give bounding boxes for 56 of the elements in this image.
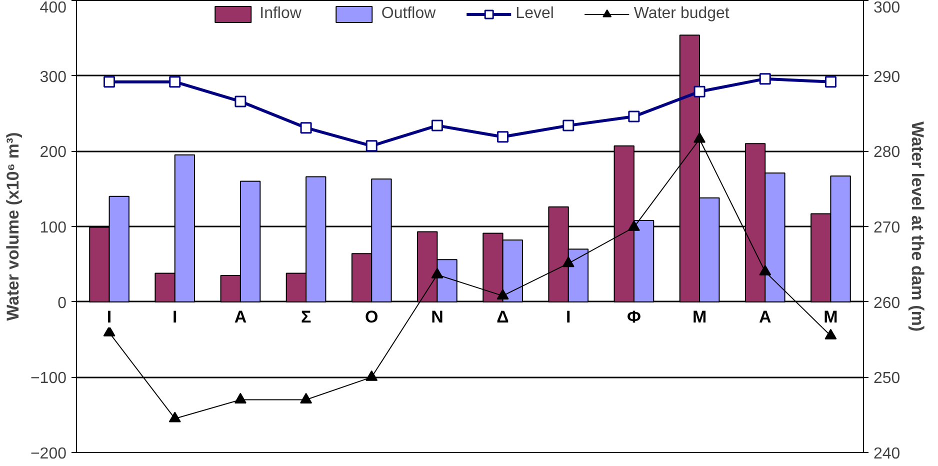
- point: [759, 264, 772, 276]
- point: [759, 73, 771, 85]
- x-tick-label: Ο: [365, 307, 378, 326]
- point: [366, 370, 378, 381]
- y-tick-label: −100: [30, 370, 67, 388]
- point: [234, 392, 246, 404]
- y2-tick-label: 290: [874, 68, 900, 86]
- x-tick-label: Μ: [692, 307, 707, 326]
- y2-tick-label: 260: [874, 294, 900, 312]
- point: [694, 86, 706, 98]
- x-tick-label: Σ: [300, 307, 312, 326]
- y2-tick-label: 270: [874, 220, 900, 236]
- point: [300, 122, 312, 134]
- point: [103, 326, 116, 336]
- x-tick-label: Ι: [566, 307, 571, 326]
- x-tick-label: Μ: [824, 307, 838, 326]
- y-axis-title: Water volume (x10⁶ m³): [3, 132, 22, 321]
- y-tick-label: 300: [40, 68, 67, 86]
- point: [104, 76, 116, 88]
- y2-tick-label: 280: [874, 144, 900, 162]
- legend-label: Level: [516, 5, 554, 23]
- y2-tick-label: 240: [874, 446, 900, 462]
- point: [562, 120, 574, 132]
- x-tick-label: Δ: [496, 307, 509, 326]
- point: [497, 131, 509, 143]
- y2-tick-label: 300: [874, 0, 900, 16]
- legend-label: Outflow: [381, 5, 436, 23]
- x-tick-label: Α: [234, 307, 247, 326]
- x-tick-label: Ι: [172, 307, 178, 326]
- y-tick-label: 0: [58, 294, 67, 312]
- y-tick-label: 400: [40, 0, 67, 16]
- x-tick-label: Α: [758, 307, 772, 326]
- point: [628, 220, 640, 231]
- point: [168, 412, 181, 422]
- point: [169, 76, 181, 88]
- point: [628, 110, 640, 122]
- y2-tick-label: 250: [874, 370, 900, 388]
- x-tick-label: Ι: [106, 307, 112, 326]
- point: [496, 288, 509, 300]
- point: [694, 132, 706, 143]
- y-tick-label: 100: [40, 220, 67, 236]
- y-tick-label: −200: [30, 446, 67, 462]
- point: [234, 96, 246, 108]
- x-tick-label: Ν: [431, 307, 444, 326]
- point: [562, 256, 574, 268]
- point: [431, 268, 444, 278]
- legend-label: Inflow: [260, 5, 302, 23]
- x-tick-label: Φ: [626, 307, 641, 326]
- point: [366, 140, 378, 152]
- point: [300, 392, 312, 404]
- legend-label: Water budget: [634, 5, 730, 23]
- y-tick-label: 200: [40, 144, 67, 162]
- point: [824, 328, 837, 340]
- point: [431, 120, 443, 132]
- y2-axis-title: Water level at the dam (m): [908, 121, 928, 332]
- point: [824, 76, 836, 88]
